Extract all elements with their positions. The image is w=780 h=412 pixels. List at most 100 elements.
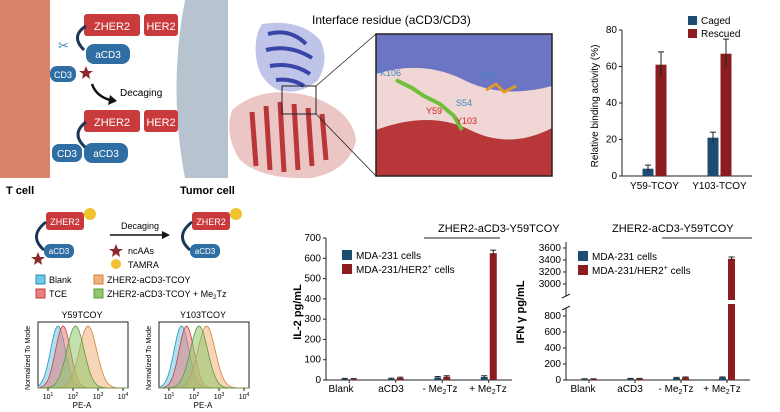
il2-y-tick-label: 700 [304,233,321,244]
binding-y-tick-label: 20 [606,135,618,146]
hist-y103-curve [159,325,249,389]
il2-bar [489,253,497,380]
her2-block-top [144,14,178,36]
residue-y103: Y103 [456,116,477,126]
d-acd3-label-right: aCD3 [195,247,216,256]
legend-caged-swatch [688,16,697,25]
ifn-legend-label-2: MDA-231/HER2+ cells [592,265,691,277]
ifn-xcat-plus-sub: 2 [726,389,730,396]
d-zher2-block-right [192,212,230,230]
binding-chart: Relative binding activity (%) Caged Resc… [590,16,752,192]
residue-y59: Y59 [426,106,442,116]
il2-legend-2-end: cells [432,265,455,276]
legend-ncaa-star-icon [109,244,123,257]
binding-y-tick-label: 80 [606,25,618,36]
hist-y103-x-tick-exponent: 1 [172,392,175,398]
histogram-y59: 101 102 103 104 [37,321,129,401]
acd3-block-top [86,44,130,64]
il2-chart: ZHER2-aCD3-Y59TCOY IL-2 pg/mL MDA-231 ce… [292,223,560,396]
legend-tcoy-tz-end: Tz [216,289,226,299]
residue-y32: Y32 [478,70,494,80]
il2-legend-2-sup: + [428,264,432,271]
legend-tcoy-tz-sub: 2 [213,295,217,301]
linker-top [76,24,87,52]
hist-y59-x-tick-exponent: 2 [76,392,79,398]
ifn-xcat-minus: - Me2Tz [658,384,693,396]
acd3-block-bottom [84,143,128,163]
zoom-inset-orange-residue [485,82,517,94]
il2-bar [480,376,488,380]
hist2-xlabel: PE-A [194,401,213,410]
hist1-xlabel: PE-A [73,401,92,410]
zher2-label-top: ZHER2 [94,21,130,33]
d-decaging-label: Decaging [121,221,159,231]
interface-title: Interface residue (aCD3/CD3) [312,13,471,27]
ifn-xcat-plus-end: Tz [730,384,741,395]
hist2-title: Y103TCOY [180,310,226,320]
binding-y-tick-label: 0 [611,171,617,182]
hist-y103-x-tick-exponent: 4 [247,392,250,398]
histogram-y103: 101 102 103 104 [158,321,250,401]
il2-y-tick-label: 200 [304,334,321,345]
d-acd3-block-right [190,244,220,258]
zher2-label-bottom: ZHER2 [94,117,130,129]
legend-tamra-icon [111,259,121,269]
acd3-label-bottom: aCD3 [93,149,119,160]
d-zher2-label-right: ZHER2 [196,217,226,227]
ncaa-star-icon [79,66,93,79]
tumor-cell-membrane [176,0,228,178]
binding-y-tick-label: 40 [606,98,618,109]
ifn-chart: ZHER2-aCD3-Y59TCOY IFN γ pg/mL MDA-231 c… [515,223,752,396]
linker-bottom [76,120,88,150]
her2-label-top: HER2 [146,21,175,33]
decaging-label: Decaging [120,88,162,99]
ifn-legend-2-sup: + [664,265,668,272]
ifn-y-tick-label: 3000 [539,279,562,290]
tamra-sun-icon-right [230,208,242,220]
ifn-xcat-minus-sub: 2 [678,389,682,396]
hist-y103-x-tick-label: 104 [239,392,250,401]
t-cell-label: T cell [6,185,34,197]
zoom-line-top [315,33,377,87]
binding-y-tick-label: 60 [606,62,618,73]
il2-y-tick-label: 500 [304,274,321,285]
zoom-inset-green-residue [395,78,464,131]
il2-y-tick-label: 300 [304,314,321,325]
ifn-y-tick-label: 800 [544,311,561,322]
ifn-xcat-blank: Blank [570,384,596,395]
d-zher2-block-left [46,212,84,230]
hist-y59-x-tick-exponent: 1 [51,392,54,398]
ifn-legend-swatch-2 [578,265,588,275]
ifn-bar [636,378,643,380]
residue-k106: K106 [380,68,401,78]
ifn-bar [719,377,726,380]
d-linker-left [35,220,47,252]
legend-blank-label: Blank [49,275,72,285]
protein-red-ribbon [249,101,329,173]
hist-y59-x-tick-base: 10 [43,394,51,401]
panel-d-flow: ZHER2 aCD3 Decaging ZHER2 aCD3 ncAAs TAM… [25,208,250,410]
il2-legend-swatch-1 [342,250,352,260]
ifn-y-tick-label: 3400 [539,255,562,266]
binding-ylabel: Relative binding activity (%) [590,45,601,168]
zoom-region-box [281,85,317,115]
ifn-legend-2-main: MDA-231/HER2 [592,266,664,277]
legend-tamra-label: TAMRA [128,260,159,270]
il2-xcat-plus-main: + Me [469,384,492,395]
ifn-xcat-minus-main: - Me [658,384,678,395]
il2-legend-label-1: MDA-231 cells [356,251,421,262]
hist2-ylabel: Normalized To Mode [146,326,153,390]
hist-y59-x-tick-base: 10 [118,394,126,401]
hist-y103-x-tick-base: 10 [164,394,172,401]
d-ncaa-star-icon [31,252,45,265]
decaging-arrowhead-icon [108,95,117,105]
ifn-bar [728,258,735,380]
binding-bar [655,64,667,176]
il2-y-tick-label: 100 [304,355,321,366]
scissors-icon: ✂ [58,38,69,53]
d-linker-right [181,220,193,252]
legend-tce-label: TCE [49,289,67,299]
zoom-inset-red-fold [376,120,552,176]
il2-bar [434,377,442,380]
ifn-bar-break-gap [727,300,736,304]
